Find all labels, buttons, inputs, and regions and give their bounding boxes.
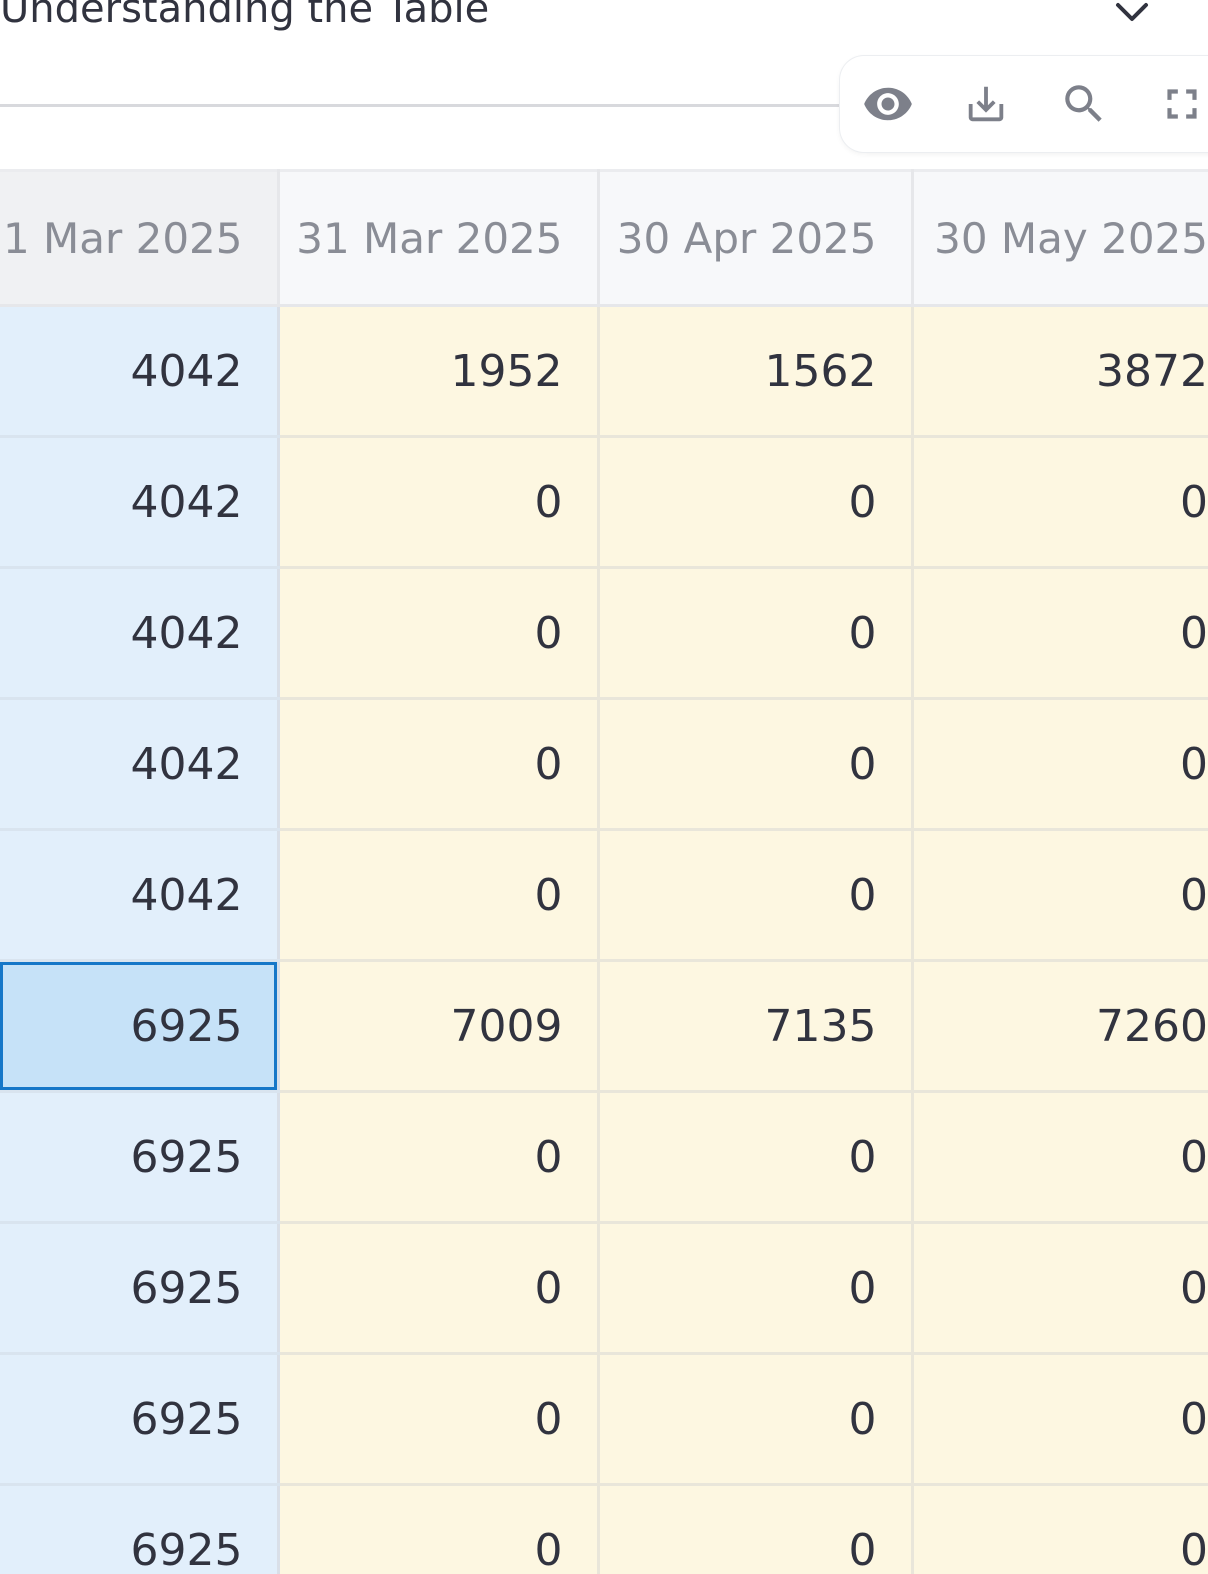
column-header[interactable]: 30 May 2025 <box>912 169 1208 307</box>
table-cell[interactable]: 3872 <box>912 305 1208 438</box>
data-table: 1 Mar 2025 31 Mar 2025 30 Apr 2025 30 Ma… <box>0 169 1208 1574</box>
table-cell[interactable]: 0 <box>278 1484 600 1574</box>
table-cell[interactable]: 1952 <box>278 305 600 438</box>
table-cell[interactable]: 4042 <box>0 698 280 831</box>
table-row: 4042 0 0 0 <box>0 829 1208 962</box>
table-row: 4042 1952 1562 3872 <box>0 305 1208 438</box>
table-cell[interactable]: 4042 <box>0 305 280 438</box>
table-cell[interactable]: 0 <box>278 567 600 700</box>
column-header[interactable]: 30 Apr 2025 <box>598 169 914 307</box>
search-button[interactable] <box>1058 78 1110 130</box>
search-icon <box>1065 85 1102 122</box>
table-cell[interactable]: 0 <box>278 1222 600 1355</box>
column-header[interactable]: 31 Mar 2025 <box>278 169 600 307</box>
table-cell[interactable]: 4042 <box>0 567 280 700</box>
table-cell[interactable]: 1562 <box>598 305 914 438</box>
download-button[interactable] <box>960 78 1012 130</box>
table-cell[interactable]: 0 <box>598 698 914 831</box>
table-row: 6925 0 0 0 <box>0 1353 1208 1486</box>
table-cell[interactable]: 0 <box>278 1091 600 1224</box>
table-cell[interactable]: 0 <box>912 1091 1208 1224</box>
table-row: 6925 0 0 0 <box>0 1222 1208 1355</box>
table-row: 6925 0 0 0 <box>0 1091 1208 1224</box>
table-cell[interactable]: 0 <box>912 436 1208 569</box>
table-cell[interactable]: 0 <box>598 436 914 569</box>
table-row: 4042 0 0 0 <box>0 567 1208 700</box>
fullscreen-button[interactable] <box>1156 78 1208 130</box>
table-cell[interactable]: 0 <box>912 1484 1208 1574</box>
column-header[interactable]: 1 Mar 2025 <box>0 169 280 307</box>
table-cell[interactable]: 0 <box>912 1353 1208 1486</box>
table-row: 4042 0 0 0 <box>0 436 1208 569</box>
table-cell[interactable]: 0 <box>912 829 1208 962</box>
table-cell[interactable]: 0 <box>278 829 600 962</box>
table-cell[interactable]: 0 <box>912 567 1208 700</box>
expander-title[interactable]: Understanding the Table <box>0 0 490 32</box>
show-hide-columns-button[interactable] <box>862 78 914 130</box>
chevron-down-icon[interactable] <box>1114 0 1150 26</box>
selected-table-cell[interactable]: 6925 <box>0 960 280 1093</box>
table-cell[interactable]: 0 <box>598 1484 914 1574</box>
table-cell[interactable]: 0 <box>598 1091 914 1224</box>
table-row: 6925 0 0 0 <box>0 1484 1208 1574</box>
table-header-row: 1 Mar 2025 31 Mar 2025 30 Apr 2025 30 Ma… <box>0 169 1208 307</box>
table-cell[interactable]: 4042 <box>0 436 280 569</box>
table-cell[interactable]: 0 <box>912 698 1208 831</box>
table-cell[interactable]: 0 <box>278 436 600 569</box>
fullscreen-icon <box>1167 89 1197 119</box>
table-cell[interactable]: 7135 <box>598 960 914 1093</box>
table-cell[interactable]: 7260 <box>912 960 1208 1093</box>
table-cell[interactable]: 7009 <box>278 960 600 1093</box>
table-cell[interactable]: 0 <box>598 1353 914 1486</box>
table-cell[interactable]: 0 <box>278 1353 600 1486</box>
table-cell[interactable]: 6925 <box>0 1091 280 1224</box>
table-cell[interactable]: 6925 <box>0 1222 280 1355</box>
expander-divider <box>0 104 840 107</box>
table-cell[interactable]: 0 <box>278 698 600 831</box>
table-cell[interactable]: 0 <box>598 829 914 962</box>
dataframe-toolbar <box>840 56 1208 152</box>
table-cell[interactable]: 6925 <box>0 1484 280 1574</box>
table-cell[interactable]: 4042 <box>0 829 280 962</box>
table-row: 6925 7009 7135 7260 <box>0 960 1208 1093</box>
table-row: 4042 0 0 0 <box>0 698 1208 831</box>
download-icon <box>968 86 1004 122</box>
table-cell[interactable]: 6925 <box>0 1353 280 1486</box>
table-cell[interactable]: 0 <box>598 1222 914 1355</box>
table-cell[interactable]: 0 <box>598 567 914 700</box>
eye-icon <box>864 87 912 121</box>
table-cell[interactable]: 0 <box>912 1222 1208 1355</box>
